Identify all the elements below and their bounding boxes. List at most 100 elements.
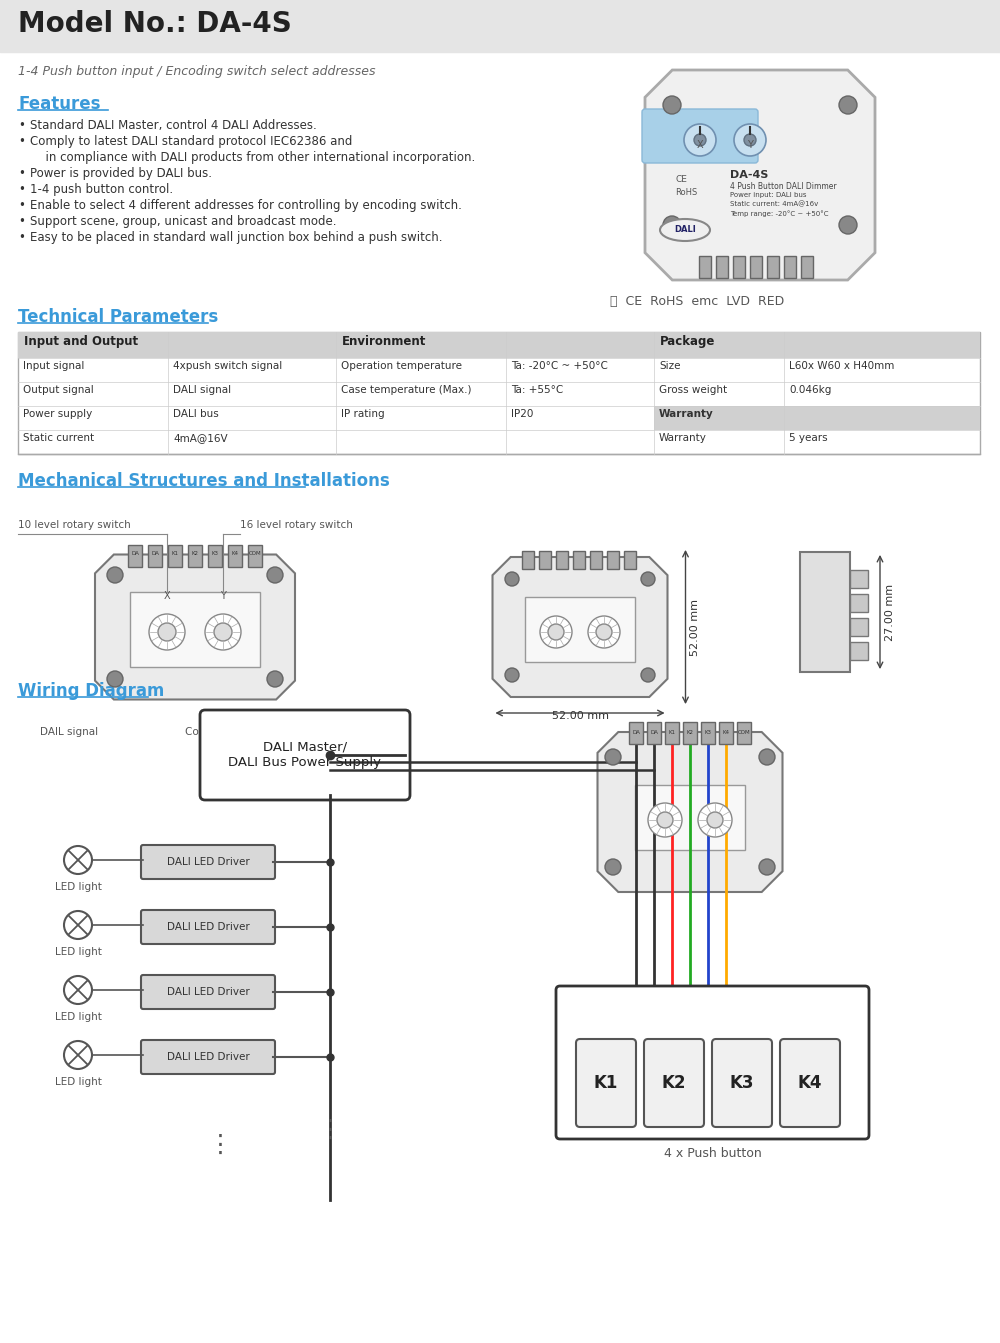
Text: Package: Package [660, 334, 715, 348]
Text: K4: K4 [232, 551, 239, 556]
Circle shape [214, 623, 232, 641]
FancyBboxPatch shape [576, 1039, 636, 1127]
Circle shape [540, 616, 572, 649]
Circle shape [698, 803, 732, 837]
FancyBboxPatch shape [642, 109, 758, 163]
Text: K4: K4 [798, 1074, 822, 1092]
Bar [701, 723, 715, 744]
Text: DALI LED Driver: DALI LED Driver [167, 857, 249, 868]
Bar [784, 257, 796, 278]
Bar [629, 723, 643, 744]
Text: ⒪  CE  RoHS  emc  LVD  RED: ⒪ CE RoHS emc LVD RED [610, 295, 784, 308]
Bar [647, 723, 661, 744]
Circle shape [734, 124, 766, 156]
Text: X: X [164, 591, 170, 602]
Circle shape [759, 749, 775, 766]
Text: Output signal: Output signal [23, 385, 94, 395]
Text: •: • [18, 183, 25, 196]
Circle shape [657, 813, 673, 829]
Bar [850, 618, 868, 637]
Text: Enable to select 4 different addresses for controlling by encoding switch.: Enable to select 4 different addresses f… [30, 199, 462, 212]
Text: DALI bus: DALI bus [173, 410, 219, 419]
Text: Support scene, group, unicast and broadcast mode.: Support scene, group, unicast and broadc… [30, 215, 336, 228]
Text: Warranty: Warranty [659, 432, 707, 443]
Text: Ta: -20°C ~ +50°C: Ta: -20°C ~ +50°C [511, 361, 608, 371]
Circle shape [648, 803, 682, 837]
Polygon shape [645, 70, 875, 279]
Text: 4 x Push button: 4 x Push button [664, 1147, 761, 1160]
Text: Power input: DALI bus: Power input: DALI bus [730, 192, 806, 197]
Circle shape [267, 672, 283, 688]
Text: RoHS: RoHS [675, 188, 697, 197]
Bar [525, 598, 635, 662]
Text: Static current: Static current [23, 432, 94, 443]
Text: Mechanical Structures and Installations: Mechanical Structures and Installations [18, 471, 390, 490]
Bar [148, 545, 162, 567]
Text: Size: Size [659, 361, 680, 371]
Bar [168, 545, 182, 567]
Text: •: • [18, 120, 25, 132]
Bar [699, 257, 711, 278]
Text: 1-4 Push button input / Encoding switch select addresses: 1-4 Push button input / Encoding switch … [18, 64, 376, 78]
Circle shape [694, 134, 706, 146]
Text: 10 level rotary switch: 10 level rotary switch [18, 520, 131, 530]
Circle shape [641, 572, 655, 586]
Bar [130, 592, 260, 667]
Circle shape [839, 216, 857, 234]
Text: K2: K2 [662, 1074, 686, 1092]
Text: Ta: +55°C: Ta: +55°C [511, 385, 563, 395]
Circle shape [505, 572, 519, 586]
Text: Operation temperature: Operation temperature [341, 361, 462, 371]
Text: Wiring Diagram: Wiring Diagram [18, 682, 164, 700]
Text: Power supply: Power supply [23, 410, 92, 419]
Bar [0, 0, 1000, 52]
Text: K1: K1 [172, 551, 178, 556]
FancyBboxPatch shape [141, 845, 275, 880]
Text: 5 years: 5 years [789, 432, 828, 443]
Ellipse shape [660, 219, 710, 240]
Text: Easy to be placed in standard wall junction box behind a push switch.: Easy to be placed in standard wall junct… [30, 231, 442, 244]
Bar [228, 545, 242, 567]
Circle shape [605, 860, 621, 876]
Text: Y: Y [220, 591, 226, 602]
Text: IP rating: IP rating [341, 410, 385, 419]
Circle shape [759, 860, 775, 876]
Text: Temp range: -20°C ~ +50°C: Temp range: -20°C ~ +50°C [730, 210, 828, 216]
Bar [850, 642, 868, 659]
Text: Power is provided by DALI bus.: Power is provided by DALI bus. [30, 167, 212, 180]
Circle shape [149, 614, 185, 650]
Text: 27.00 mm: 27.00 mm [885, 583, 895, 641]
Bar [683, 723, 697, 744]
Text: Input and Output: Input and Output [24, 334, 138, 348]
Circle shape [839, 95, 857, 114]
Text: •: • [18, 215, 25, 228]
Polygon shape [598, 732, 782, 892]
FancyBboxPatch shape [644, 1039, 704, 1127]
Text: 4 Push Button DALI Dimmer: 4 Push Button DALI Dimmer [730, 183, 837, 191]
Bar [665, 723, 679, 744]
Circle shape [605, 749, 621, 766]
FancyBboxPatch shape [780, 1039, 840, 1127]
Circle shape [107, 567, 123, 583]
Circle shape [588, 616, 620, 649]
Text: K2: K2 [686, 731, 694, 736]
Bar [850, 594, 868, 612]
Bar [18, 332, 336, 359]
Text: K4: K4 [722, 731, 730, 736]
Bar [635, 786, 745, 850]
Bar [18, 332, 980, 454]
Text: LED light: LED light [55, 1077, 101, 1086]
Circle shape [641, 667, 655, 682]
Text: L60x W60 x H40mm: L60x W60 x H40mm [789, 361, 894, 371]
Text: Comply to latest DALI standard protocol IEC62386 and: Comply to latest DALI standard protocol … [30, 136, 352, 148]
Text: LED light: LED light [55, 882, 101, 892]
Circle shape [663, 95, 681, 114]
Bar [208, 545, 222, 567]
Text: DA-4S: DA-4S [730, 171, 768, 180]
Text: DALI Master/
DALI Bus Power Supply: DALI Master/ DALI Bus Power Supply [228, 741, 382, 770]
FancyBboxPatch shape [556, 986, 869, 1139]
Circle shape [596, 624, 612, 641]
Text: •: • [18, 231, 25, 244]
Text: K1: K1 [668, 731, 676, 736]
Text: DALI LED Driver: DALI LED Driver [167, 987, 249, 997]
